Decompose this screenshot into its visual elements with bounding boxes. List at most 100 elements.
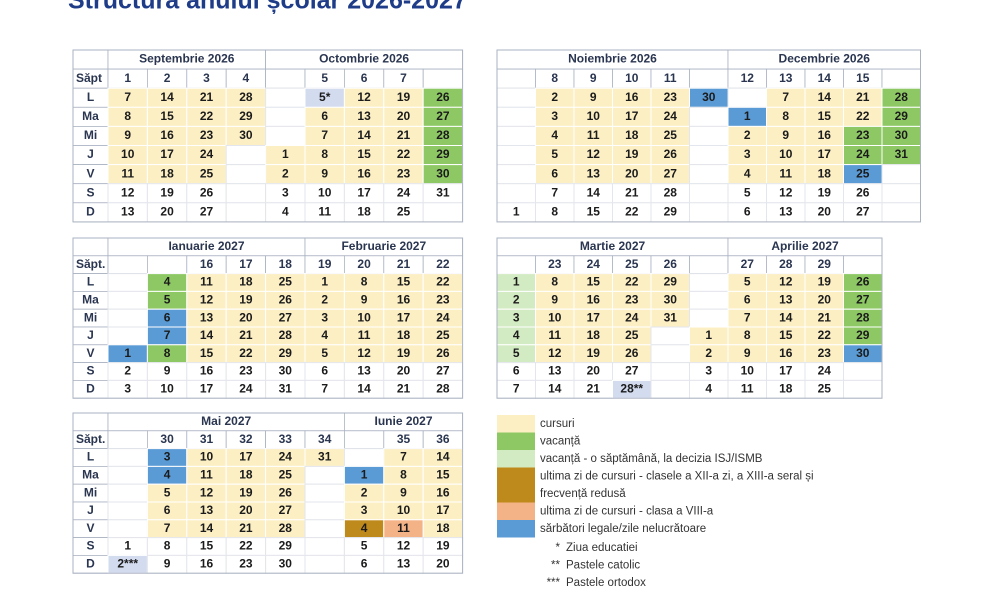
week-number: 26 (664, 257, 678, 271)
day-number: 28 (239, 90, 253, 104)
day-number: 5* (319, 90, 331, 104)
day-number: 6 (513, 364, 520, 378)
day-number: 24 (200, 147, 214, 161)
day-number: 19 (818, 185, 832, 199)
week-number: 34 (318, 432, 332, 446)
day-number: 27 (625, 364, 639, 378)
day-number: 2 (705, 346, 712, 360)
day-number: 20 (397, 109, 411, 123)
day-number: 18 (357, 205, 371, 219)
day-number: 16 (357, 166, 371, 180)
day-number: 14 (548, 381, 562, 395)
day-number: 30 (856, 346, 870, 360)
day-number: 25 (436, 328, 450, 342)
day-number: 5 (551, 147, 558, 161)
day-number: 6 (551, 166, 558, 180)
header-cell (72, 49, 109, 70)
day-number: 26 (625, 346, 639, 360)
day-number: 13 (357, 109, 371, 123)
day-number: 18 (587, 328, 601, 342)
day-number: 4 (164, 275, 171, 289)
day-number: 8 (400, 467, 407, 481)
day-number: 12 (587, 147, 601, 161)
day-cell (881, 164, 921, 185)
day-cell (689, 164, 729, 185)
day-number: 27 (664, 166, 678, 180)
day-number: 6 (361, 556, 368, 570)
day-number: 4 (164, 467, 171, 481)
day-number: 12 (200, 292, 214, 306)
day-number: 19 (587, 346, 601, 360)
day-number: 8 (782, 109, 789, 123)
day-cell (225, 183, 267, 204)
day-label: D (86, 205, 95, 219)
day-number: 21 (397, 381, 411, 395)
legend-label: vacanță (540, 436, 581, 448)
day-number: 31 (318, 450, 332, 464)
day-label: J (87, 503, 94, 517)
day-number: 17 (587, 310, 601, 324)
day-number: 24 (397, 185, 411, 199)
day-number: 13 (200, 503, 214, 517)
day-number: 19 (397, 90, 411, 104)
day-number: 4 (705, 381, 712, 395)
week-number: 27 (741, 257, 755, 271)
day-cell (689, 290, 729, 310)
week-number: 22 (436, 257, 450, 271)
day-cell (225, 202, 267, 223)
day-number: 30 (702, 90, 716, 104)
month-name: Iunie 2027 (374, 414, 432, 428)
day-cell (422, 202, 464, 223)
day-number: 13 (548, 364, 562, 378)
day-cell (107, 273, 148, 292)
week-cell (689, 68, 729, 89)
day-cell (107, 326, 148, 346)
day-number: 20 (239, 503, 253, 517)
day-number: 24 (239, 381, 253, 395)
week-cell (107, 430, 148, 449)
day-number: 12 (121, 185, 135, 199)
day-number: 20 (625, 166, 639, 180)
day-number: 23 (625, 292, 639, 306)
day-number: 25 (397, 205, 411, 219)
day-number: 26 (200, 185, 214, 199)
day-number: 24 (279, 450, 293, 464)
day-cell (496, 87, 536, 108)
week-label: Săpt. (76, 432, 105, 446)
day-cell (496, 164, 536, 185)
day-number: 26 (436, 90, 450, 104)
day-number: 13 (121, 205, 135, 219)
day-label: L (87, 90, 94, 104)
day-number: 10 (741, 364, 755, 378)
day-number: 1 (744, 109, 751, 123)
day-number: 9 (164, 556, 171, 570)
day-number: 23 (818, 346, 832, 360)
note-text: Pastele catolic (566, 560, 640, 572)
day-number: 7 (400, 450, 407, 464)
day-number: 12 (200, 485, 214, 499)
week-number: 8 (551, 71, 558, 85)
day-number: 26 (856, 275, 870, 289)
day-number: 15 (779, 328, 793, 342)
day-number: 22 (856, 109, 870, 123)
week-number: 24 (587, 257, 601, 271)
legend-swatch (497, 415, 535, 433)
day-number: 21 (818, 310, 832, 324)
day-number: 17 (160, 147, 174, 161)
week-cell (422, 68, 464, 89)
day-number: 26 (279, 485, 293, 499)
day-number: 23 (856, 128, 870, 142)
day-number: 3 (361, 503, 368, 517)
day-number: 9 (590, 90, 597, 104)
month-name: Aprilie 2027 (771, 239, 839, 253)
day-number: 24 (625, 310, 639, 324)
day-number: 9 (782, 128, 789, 142)
day-label: Ma (82, 467, 99, 481)
day-number: 14 (436, 450, 450, 464)
day-number: 6 (321, 109, 328, 123)
day-number: 17 (200, 381, 214, 395)
day-number: 22 (239, 539, 253, 553)
day-number: 16 (200, 364, 214, 378)
day-number: 9 (361, 292, 368, 306)
day-number: 16 (625, 90, 639, 104)
